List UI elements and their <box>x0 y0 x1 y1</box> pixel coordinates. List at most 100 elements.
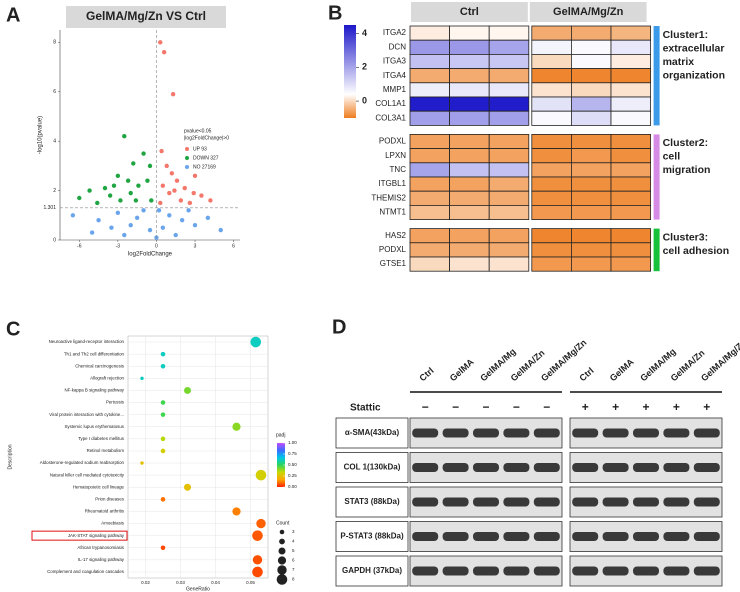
cluster-label: cell <box>663 151 681 163</box>
band <box>693 566 720 576</box>
band <box>572 428 599 438</box>
point <box>118 198 123 203</box>
heat-cell <box>488 25 530 41</box>
band <box>473 428 499 438</box>
dot <box>160 363 166 369</box>
gene-label: LPXN <box>385 151 406 160</box>
panel-label: A <box>6 4 20 26</box>
size-swatch <box>278 547 286 555</box>
heat-cell <box>531 228 572 244</box>
gene-label: GTSE1 <box>380 259 407 268</box>
protein-label: α-SMA(43kDa) <box>345 428 400 437</box>
point <box>161 50 167 55</box>
group-label: Ctrl <box>460 6 479 18</box>
heat-cell <box>610 190 651 206</box>
heat-cell <box>531 25 572 41</box>
dot <box>160 400 166 405</box>
point <box>111 183 117 188</box>
heat-cell <box>610 68 651 84</box>
dot <box>250 336 262 348</box>
heat-cell <box>449 68 490 84</box>
legend-title: Count <box>276 520 290 526</box>
category-label: Amoebiasis <box>101 521 124 526</box>
legend-swatch <box>185 147 189 151</box>
band <box>663 532 690 541</box>
x-tick-label: 0.04 <box>211 580 220 585</box>
category-label: Complement and coagulation cascades <box>47 569 125 574</box>
x-tick-label: 6 <box>232 243 235 249</box>
heat-cell <box>488 133 530 149</box>
category-label: Natural killer cell mediated cytotoxicit… <box>50 472 125 477</box>
category-label: Chemical carcinogenesis <box>75 363 125 368</box>
highlight-box <box>31 530 128 541</box>
treatment-sign: + <box>612 400 619 414</box>
x-tick-label: 0.05 <box>246 580 255 585</box>
band <box>633 532 659 541</box>
band <box>602 532 629 541</box>
heat-cell <box>409 256 450 272</box>
x-tick-label: 0.02 <box>141 580 150 585</box>
heat-cell <box>409 82 450 98</box>
x-tick-label: 3 <box>194 243 197 249</box>
dot <box>160 497 166 502</box>
legend-label: NO 27169 <box>193 164 216 170</box>
size-swatch <box>279 538 285 545</box>
heat-cell <box>571 204 612 220</box>
point <box>141 151 146 156</box>
group-label: GelMA/Mg/Zn <box>553 6 624 18</box>
point <box>192 222 198 228</box>
dot <box>184 483 191 491</box>
colorbar <box>277 443 285 487</box>
gene-label: PODXL <box>379 137 407 146</box>
heat-cell <box>449 148 490 164</box>
band <box>412 532 439 541</box>
colorbar-label: 1.00 <box>288 440 297 445</box>
band <box>503 532 530 541</box>
protein-box <box>335 452 409 483</box>
band <box>693 428 720 438</box>
y-tick-label: 0 <box>53 237 56 243</box>
x-tick-label: -3 <box>116 243 121 249</box>
heat-cell <box>610 256 651 272</box>
heat-cell <box>449 256 490 272</box>
heat-cell <box>571 242 612 258</box>
point <box>122 134 127 139</box>
title-box <box>66 6 226 28</box>
heat-cell <box>531 96 572 112</box>
band <box>442 428 469 438</box>
heat-cell <box>531 110 572 126</box>
heat-cell <box>531 176 572 192</box>
size-label: 7 <box>292 567 295 572</box>
band <box>442 463 469 472</box>
category-label: Neuroactive ligand-receptor interaction <box>49 339 125 344</box>
cluster-label: extracellular <box>663 42 725 54</box>
band <box>412 463 439 472</box>
band <box>412 566 439 576</box>
category-label: Allograft rejection <box>90 376 124 381</box>
category-label: Aldosterone-regulated sodium reabsorptio… <box>40 460 125 465</box>
band <box>442 532 469 541</box>
point <box>136 183 141 188</box>
point <box>208 198 213 203</box>
cluster-label: Cluster3: <box>663 231 709 243</box>
size-swatch <box>277 565 287 575</box>
category-label: JAK-STAT signaling pathway <box>68 533 125 538</box>
heat-cell <box>531 204 572 220</box>
band <box>442 497 469 507</box>
protein-box <box>335 521 409 552</box>
band <box>473 497 499 507</box>
heat-cell <box>610 54 651 70</box>
band <box>602 428 629 438</box>
colorbar <box>344 25 356 118</box>
heat-cell <box>571 190 612 206</box>
heat-cell <box>531 68 572 84</box>
dot <box>140 461 144 465</box>
band <box>663 428 690 438</box>
point <box>167 213 172 218</box>
chart-title: GelMA/Mg/Zn VS Ctrl <box>86 9 206 23</box>
size-label: 3 <box>292 529 295 534</box>
band <box>572 532 599 541</box>
heat-cell <box>449 242 490 258</box>
